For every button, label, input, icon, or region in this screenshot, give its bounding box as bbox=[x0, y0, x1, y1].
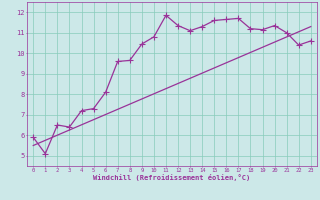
X-axis label: Windchill (Refroidissement éolien,°C): Windchill (Refroidissement éolien,°C) bbox=[93, 174, 251, 181]
